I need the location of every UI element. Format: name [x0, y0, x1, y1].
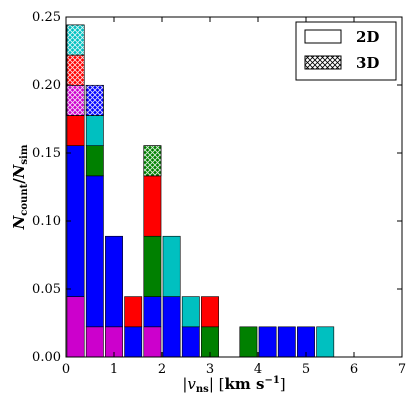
bar-0-segment-0 — [66, 296, 85, 358]
bar-5-segment-0 — [162, 296, 181, 358]
bar-9-segment-0 — [258, 326, 277, 358]
x-tick-label-5: 5 — [302, 362, 310, 377]
bar-3-segment-0 — [124, 326, 143, 358]
bar-0-segment-5-hatch — [66, 24, 85, 56]
bar-0-segment-2 — [66, 115, 85, 146]
x-tick-label-7: 7 — [398, 362, 406, 377]
bar-1-segment-4-hatch — [85, 84, 104, 116]
x-tick-label-3: 3 — [206, 362, 214, 377]
bar-1-segment-3 — [85, 115, 104, 146]
bar-stack-group — [66, 24, 335, 358]
x-axis-title: |vns| [km s−1] — [182, 375, 285, 395]
bar-10-segment-0 — [277, 326, 296, 358]
x-tick-label-6: 6 — [350, 362, 358, 377]
y-tick-label-0: 0.00 — [32, 350, 61, 365]
y-tick-label-5: 0.25 — [32, 10, 61, 25]
bar-7-segment-1 — [201, 296, 219, 328]
legend-swatch-3d — [304, 55, 342, 70]
bar-4-segment-3 — [143, 175, 162, 237]
bar-4-segment-0 — [143, 326, 162, 358]
bar-6-segment-1 — [181, 296, 200, 328]
bar-5-segment-1 — [162, 235, 181, 297]
axis-tick-labels: 0 1 2 3 4 5 6 7 0.00 0.05 0.10 0.15 0.20 0.25 — [32, 10, 406, 377]
bar-8-segment-0 — [239, 326, 258, 358]
x-tick-label-4: 4 — [254, 362, 262, 377]
plot-frame — [65, 16, 403, 358]
legend-label-3d: 3D — [356, 54, 379, 72]
bar-12-segment-0 — [316, 326, 335, 358]
x-tick-label-0: 0 — [62, 362, 70, 377]
bar-1-segment-1 — [85, 175, 104, 328]
legend-swatch-2d — [304, 29, 342, 44]
bar-4-segment-1 — [143, 296, 162, 328]
x-tick-label-1: 1 — [110, 362, 118, 377]
legend: 2D 3D — [295, 21, 397, 81]
bar-2-segment-1 — [105, 235, 123, 328]
bar-4-segment-2 — [143, 235, 162, 297]
bar-3-segment-1 — [124, 296, 143, 328]
bar-6-segment-0 — [181, 326, 200, 358]
legend-label-2d: 2D — [356, 28, 379, 46]
y-axis-title: Ncount/Nsim — [10, 144, 30, 230]
y-tick-label-4: 0.20 — [32, 78, 61, 93]
bar-1-segment-2 — [85, 145, 104, 177]
x-tick-label-2: 2 — [158, 362, 166, 377]
y-tick-label-1: 0.05 — [32, 282, 61, 297]
bar-4-segment-4-hatch — [143, 145, 162, 177]
bar-1-segment-0 — [85, 326, 104, 358]
y-tick-label-2: 0.10 — [32, 214, 61, 229]
y-tick-label-3: 0.15 — [32, 146, 61, 161]
bar-0-segment-3-hatch — [66, 84, 85, 116]
bar-0-segment-4-hatch — [66, 54, 85, 86]
